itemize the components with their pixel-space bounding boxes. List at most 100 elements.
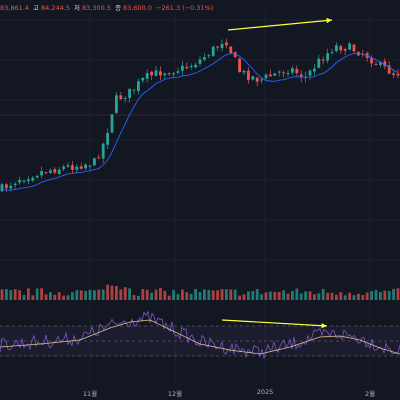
annotations [221,17,333,329]
candle-body [251,76,255,80]
volume-bar [233,289,237,300]
volume-bar [123,287,127,300]
volume-bar [115,286,118,300]
volume-bar [150,292,153,300]
volume-bar [198,292,202,300]
close-label: 종 [115,4,122,12]
candle-body [194,64,197,68]
candle-body [66,165,70,167]
volume-bar [132,294,136,300]
volume-bar [185,292,189,300]
volume-bar [352,295,356,300]
candle-body [57,169,61,174]
volume-bar [101,289,105,300]
annotation-arrow [221,319,328,327]
volume-bar [211,290,215,300]
volume-bar [308,291,312,300]
candle-body [22,180,26,182]
candle-body [141,77,145,81]
candle-body [343,49,347,51]
candle-body [352,44,356,52]
volume-bar [119,289,123,300]
volume-bar [27,288,30,300]
volume-bar [154,289,158,300]
volume-bar [0,289,4,300]
candle-body [387,65,391,74]
annotation-arrowhead [321,323,327,329]
volume-bar [84,291,87,300]
volume-bar [163,290,167,300]
volume-bar [49,292,52,300]
candle-body [379,62,382,65]
volume-bar [88,289,92,300]
candle-body [5,184,8,189]
volume-bar [106,284,109,300]
candle-body [176,71,180,73]
volume-bar [35,288,39,300]
candle-body [128,88,131,98]
moving-average-line [1,53,399,191]
volume-bar [176,294,180,300]
candle-body [49,170,52,173]
time-axis-label: 12월 [167,390,183,398]
volume-bar [313,294,316,300]
candle-body [264,74,268,79]
volume-bar [299,293,303,300]
volume-bar [269,291,272,300]
candle-body [207,55,211,57]
candle-body [216,46,219,48]
candle-body [295,68,299,74]
candle-body [150,71,153,76]
volume-bar [396,288,400,300]
volume-bar [167,295,171,300]
volume-bar [189,293,193,300]
rsi-line [0,310,400,360]
candle-body [225,42,228,46]
candle-body [53,169,57,173]
candle-body [273,73,277,76]
candle-body [44,172,48,174]
high-value: 84,244.5 [41,4,70,12]
volume-bar [330,292,334,300]
volume-bar [321,289,325,300]
volume-bar [216,290,219,300]
candle-body [185,66,189,69]
candle-body [189,66,193,68]
volume-bar [379,292,382,300]
volume-bar [387,291,391,300]
candle-body [0,184,4,192]
candle-body [282,72,285,74]
candle-body [233,51,237,58]
volume-bars [0,284,400,300]
candle-body [220,43,224,49]
candle-body [370,58,373,64]
candle-body [31,177,35,181]
volume-bar [264,292,268,300]
candle-body [97,157,101,159]
volume-bar [13,289,17,300]
annotation-arrowhead [326,17,332,24]
candle-body [172,73,175,75]
candle-body [123,97,127,99]
volume-bar [18,290,21,300]
volume-bar [128,288,131,300]
candle-body [163,73,167,76]
volume-bar [141,289,145,300]
volume-bar [317,293,321,300]
candle-body [383,61,387,67]
candle-body [308,70,312,76]
time-axis: 11월 12월 2025 2월 [0,385,400,400]
candle-body [286,72,290,74]
candle-body [238,58,241,73]
rsi-panel [0,310,400,360]
volume-bar [62,295,65,300]
volume-bar [66,295,70,300]
volume-bar [9,290,13,300]
candle-body [269,74,272,77]
candle-body [9,185,13,189]
volume-bar [53,294,57,300]
candle-body [84,164,87,169]
chart-canvas [0,12,400,384]
high-label: 고 [33,4,40,12]
